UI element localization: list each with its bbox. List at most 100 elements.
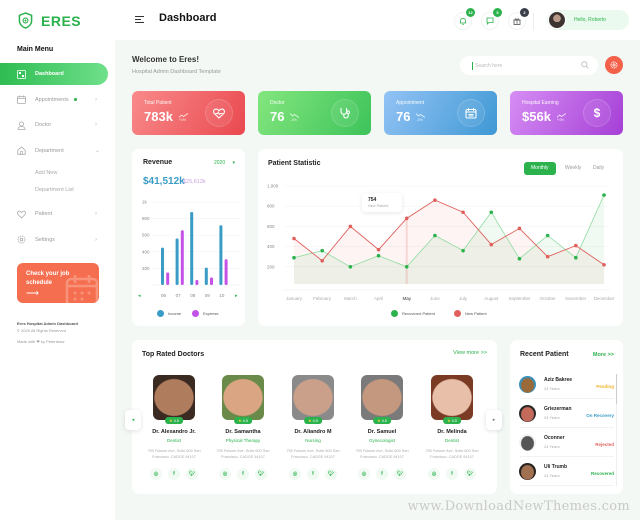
- search-icon[interactable]: [581, 61, 589, 69]
- tab-daily[interactable]: Daily: [593, 165, 605, 171]
- view-more-link[interactable]: View more >>: [453, 350, 487, 356]
- doctor-card[interactable]: ★ 4.5 Dr. Alexandro Jr. Dentist 795 Fols…: [143, 375, 205, 480]
- stat-trend: +4%: [178, 118, 187, 122]
- doctor-address: 795 Folsom Ave, Suite 600 San Francisco,…: [425, 449, 479, 459]
- instagram-icon[interactable]: ◎: [150, 468, 162, 480]
- patient-avatar: [519, 375, 536, 393]
- sidebar-item-dashboard[interactable]: Dashboard: [0, 63, 108, 85]
- shield-logo-icon: [18, 12, 33, 29]
- patient-name: Griezerman: [544, 406, 572, 412]
- svg-text:200: 200: [267, 264, 275, 269]
- svg-text:March: March: [344, 296, 357, 301]
- doctor-card[interactable]: ★ 4.5 Dr. Melinda Dentist 795 Folsom Ave…: [421, 375, 483, 480]
- instagram-icon[interactable]: ◎: [358, 468, 370, 480]
- sidebar-subitem-department-list[interactable]: Department List: [35, 187, 74, 193]
- doctor-photo: ★ 4.5: [361, 375, 403, 424]
- patient-list-item[interactable]: Griezerman 24 Years On Recovery: [519, 399, 614, 428]
- hamburger-menu-icon[interactable]: [135, 16, 144, 23]
- chevron-right-icon: ›: [95, 211, 97, 217]
- svg-text:800: 800: [142, 216, 150, 221]
- star-icon: ★: [447, 419, 451, 423]
- gifts-button[interactable]: 2: [508, 8, 529, 30]
- search-input[interactable]: Search here: [460, 56, 598, 75]
- instagram-icon[interactable]: ◎: [219, 468, 231, 480]
- stat-label: Hospital Earning: [522, 100, 559, 106]
- twitter-icon[interactable]: 🐦︎: [325, 468, 337, 480]
- facebook-icon[interactable]: f: [307, 468, 319, 480]
- svg-text:08: 08: [190, 293, 196, 298]
- svg-text:06: 06: [161, 293, 167, 298]
- sidebar-item-doctor[interactable]: Doctor ›: [0, 114, 115, 136]
- facebook-icon[interactable]: f: [237, 468, 249, 480]
- arrow-right-icon: ⟶: [26, 288, 39, 298]
- notifications-button[interactable]: 12: [454, 8, 475, 30]
- twitter-icon[interactable]: 🐦︎: [394, 468, 406, 480]
- tab-weekly[interactable]: Weekly: [565, 165, 582, 171]
- scrollbar[interactable]: [615, 374, 617, 486]
- recent-patient-card: Recent Patient More >> Aziz Bakree 24 Ye…: [510, 340, 623, 494]
- patient-list-item[interactable]: Oconner 24 Years Rejected: [519, 428, 614, 457]
- patient-statistic-title: Patient Statistic: [268, 160, 321, 167]
- welcome-subtitle: Hospital Admin Dashboard Template: [132, 69, 221, 75]
- job-schedule-card[interactable]: Check your job schedule ⟶: [17, 263, 99, 303]
- sidebar-subitem-add-new[interactable]: Add New: [35, 170, 58, 176]
- text-cursor: [472, 61, 473, 70]
- stat-value: 783k: [144, 109, 173, 124]
- recent-patient-title: Recent Patient: [520, 351, 569, 358]
- page-title: Dashboard: [159, 12, 217, 24]
- stat-card-hospital-earning[interactable]: Hospital Earning $56k +4% $: [510, 91, 623, 135]
- stat-card-total-patient[interactable]: Total Patient 783k +4%: [132, 91, 245, 135]
- facebook-icon[interactable]: f: [376, 468, 388, 480]
- stat-value: 76: [396, 109, 411, 124]
- stat-value: $56k: [522, 109, 551, 124]
- avatar: [548, 11, 566, 29]
- twitter-icon[interactable]: 🐦︎: [255, 468, 267, 480]
- income-total: $41,512k: [143, 176, 185, 187]
- twitter-icon[interactable]: 🐦︎: [464, 468, 476, 480]
- doctor-name: Dr. Alexandro Jr.: [152, 429, 196, 435]
- doctor-specialty: Nursing: [305, 438, 321, 443]
- doctor-address: 795 Folsom Ave, Suite 600 San Francisco,…: [286, 449, 340, 459]
- twitter-icon[interactable]: 🐦︎: [186, 468, 198, 480]
- more-link[interactable]: More >>: [592, 352, 614, 358]
- sidebar-item-settings[interactable]: Settings ›: [0, 229, 115, 251]
- doctor-card[interactable]: ★ 4.5 Dr. Aliandro M Nursing 795 Folsom …: [282, 375, 344, 480]
- user-greeting: Hello, Roberto: [574, 17, 606, 23]
- doctor-card[interactable]: ★ 4.5 Dr. Samuel Gynecologist 795 Folsom…: [351, 375, 413, 480]
- carousel-prev-button[interactable]: ◂: [125, 410, 141, 430]
- carousel-next-button[interactable]: ▸: [486, 410, 502, 430]
- year-value: 2020: [214, 160, 226, 166]
- doctor-photo: ★ 4.5: [431, 375, 473, 424]
- patient-list-item[interactable]: Aziz Bakree 24 Years Pending: [519, 370, 614, 399]
- year-dropdown[interactable]: 2020 ▾: [214, 160, 235, 166]
- doctor-address: 795 Folsom Ave, Suite 600 San Francisco,…: [216, 449, 270, 459]
- svg-text:400: 400: [267, 244, 275, 249]
- stat-card-doctor[interactable]: Doctor 76 -4%: [258, 91, 371, 135]
- instagram-icon[interactable]: ◎: [428, 468, 440, 480]
- settings-button[interactable]: [605, 56, 623, 74]
- sidebar-item-department[interactable]: Department ⌄: [0, 140, 115, 162]
- doctor-card[interactable]: ★ 4.5 Dr. Samantha Physical Therapy 795 …: [212, 375, 274, 480]
- tab-monthly[interactable]: Monthly: [524, 162, 556, 175]
- instagram-icon[interactable]: ◎: [289, 468, 301, 480]
- patient-name: Aziz Bakree: [544, 377, 573, 383]
- legend-income: Income: [157, 310, 181, 317]
- legend-new-patient: New Patient: [454, 310, 487, 317]
- dollar-icon: $: [583, 99, 611, 127]
- sidebar-nav: Dashboard Appointments › Doctor › Depart…: [0, 63, 115, 254]
- messages-button[interactable]: 5: [481, 8, 502, 30]
- sidebar-item-appointments[interactable]: Appointments ›: [0, 89, 115, 111]
- sidebar-item-patient[interactable]: Patient ›: [0, 203, 115, 225]
- doctor-specialty: Dentist: [444, 438, 459, 443]
- user-profile-button[interactable]: Hello, Roberto: [547, 10, 629, 30]
- patient-avatar: [519, 404, 536, 422]
- facebook-icon[interactable]: f: [168, 468, 180, 480]
- logo[interactable]: ERES: [18, 12, 81, 29]
- facebook-icon[interactable]: f: [446, 468, 458, 480]
- gear-icon: [17, 235, 26, 244]
- doctor-name: Dr. Samantha: [225, 429, 261, 435]
- patient-list-item[interactable]: Uli Trumb 24 Years Recovered: [519, 457, 614, 486]
- stat-label: Appointment: [396, 100, 425, 106]
- stat-card-appointment[interactable]: Appointment 76 -4%: [384, 91, 497, 135]
- footer-copyright: © 2020 All Rights Reserved: [17, 328, 66, 333]
